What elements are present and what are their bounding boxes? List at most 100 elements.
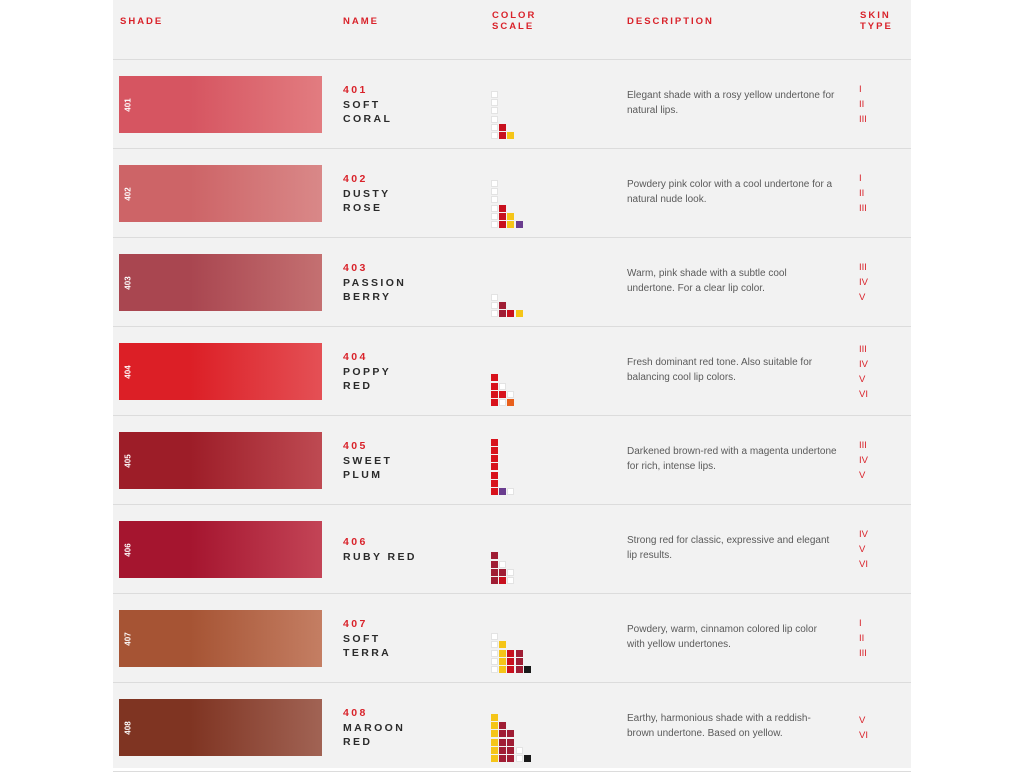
shade-swatch: 405: [119, 432, 322, 489]
color-scale-square: [507, 310, 515, 317]
skin-type-item: V: [859, 374, 866, 385]
color-scale-square: [491, 390, 498, 398]
color-scale-square: [499, 390, 507, 398]
shade-code: 401: [343, 84, 368, 96]
color-scale-square: [515, 746, 523, 754]
skin-type-item: V: [859, 292, 866, 303]
color-scale-square: [507, 738, 515, 746]
shade-name-line: RUBY RED: [343, 550, 417, 563]
skin-type-list: V VI: [859, 713, 889, 743]
color-scale-square: [491, 730, 498, 738]
color-scale-square: [491, 99, 498, 107]
color-scale-square: [523, 666, 531, 673]
skin-type-item: V: [859, 715, 866, 726]
table-row: 407 407 SOFT TERRA Powdery, warm, cinnamon c…: [113, 594, 911, 683]
color-scale-square: [499, 301, 507, 309]
color-scale-square: [491, 560, 498, 568]
color-scale-square: [507, 212, 515, 220]
color-scale-square: [499, 212, 507, 220]
color-scale-square: [507, 746, 515, 754]
color-scale-square: [499, 755, 507, 762]
header-color-scale: COLOR SCALE: [492, 10, 537, 32]
shade-name: 405 SWEET PLUM: [343, 439, 392, 483]
color-scale-square: [499, 577, 507, 584]
shade-description: Fresh dominant red tone. Also suitable f…: [627, 357, 813, 383]
color-scale-square: [491, 212, 498, 220]
color-scale: [491, 602, 551, 677]
color-scale-square: [491, 221, 498, 228]
swatch-code-label: 403: [123, 275, 133, 290]
shade-name: 408 MAROON RED: [343, 706, 405, 750]
color-scale-square: [499, 399, 507, 406]
shade-name-line: POPPY: [343, 365, 392, 378]
color-scale-square: [515, 666, 523, 673]
color-scale-square: [499, 649, 507, 657]
color-scale-square: [491, 123, 498, 131]
color-scale-square: [491, 738, 498, 746]
color-scale-square: [491, 301, 498, 309]
color-scale-square: [491, 204, 498, 212]
color-scale-square: [499, 730, 507, 738]
color-scale-square: [507, 730, 515, 738]
shade-code: 408: [343, 707, 368, 719]
shade-name-line: SWEET: [343, 454, 393, 467]
shade-swatch: 404: [119, 343, 322, 400]
table-row: 404 404 POPPY RED Fresh dominant red tone. A…: [113, 327, 911, 416]
shade-name-line: PLUM: [343, 469, 383, 481]
skin-type-list: III IV V: [859, 438, 889, 483]
skin-type-item: V: [859, 544, 866, 555]
shade-swatch: 402: [119, 165, 322, 222]
skin-type-list: I II III: [859, 616, 889, 661]
shade-code: 403: [343, 262, 368, 274]
color-scale-square: [515, 755, 523, 762]
color-scale-square: [507, 132, 515, 139]
color-scale-square: [515, 657, 523, 665]
skin-type-item: II: [859, 633, 865, 644]
shade-swatch: 406: [119, 521, 322, 578]
color-scale-square: [491, 107, 498, 115]
color-scale: [491, 424, 551, 499]
skin-type-item: I: [859, 173, 862, 184]
color-scale-square: [491, 374, 498, 382]
skin-type-list: IV V VI: [859, 527, 889, 572]
shade-name-line: MAROON: [343, 721, 406, 734]
shade-code: 406: [343, 536, 368, 548]
skin-type-item: III: [859, 648, 867, 659]
skin-type-item: III: [859, 114, 867, 125]
shade-code: 404: [343, 351, 368, 363]
color-scale-square: [499, 568, 507, 576]
color-scale-square: [499, 560, 507, 568]
skin-type-list: I II III: [859, 82, 889, 127]
color-scale-square: [491, 91, 498, 98]
color-scale: [491, 513, 551, 588]
skin-type-item: III: [859, 344, 867, 355]
header-description: DESCRIPTION: [627, 16, 714, 27]
color-scale-square: [499, 221, 507, 228]
skin-type-item: IV: [859, 529, 868, 540]
color-scale-square: [507, 390, 515, 398]
color-scale-square: [491, 488, 498, 495]
shade-description: Strong red for classic, expressive and e…: [627, 535, 830, 561]
color-scale: [491, 68, 551, 143]
shade-name: 404 POPPY RED: [343, 350, 391, 394]
header-name: NAME: [343, 16, 379, 27]
skin-type-item: III: [859, 203, 867, 214]
shade-description: Darkened brown-red with a magenta undert…: [627, 446, 837, 472]
header-shade: SHADE: [120, 16, 164, 27]
color-scale: [491, 335, 551, 410]
color-scale-square: [491, 180, 498, 187]
table-row: 402 402 DUSTY ROSE Powdery pink color with a…: [113, 149, 911, 238]
shade-name: 406 RUBY RED: [343, 535, 417, 564]
shade-name-line: SOFT: [343, 98, 381, 111]
color-scale-square: [491, 310, 498, 317]
shade-name-line: CORAL: [343, 113, 393, 125]
skin-type-item: IV: [859, 277, 868, 288]
color-scale-square: [491, 649, 498, 657]
color-scale-square: [499, 641, 507, 649]
color-scale: [491, 246, 551, 321]
shade-code: 405: [343, 440, 368, 452]
swatch-code-label: 406: [123, 542, 133, 557]
shade-name-line: PASSION: [343, 276, 407, 289]
skin-type-item: III: [859, 440, 867, 451]
shade-name-line: ROSE: [343, 202, 383, 214]
